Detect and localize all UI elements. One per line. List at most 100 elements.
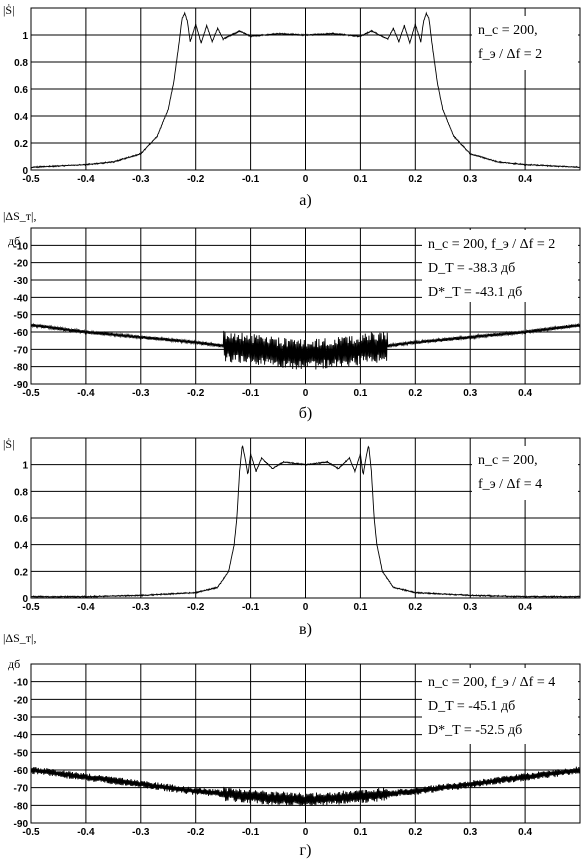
data-point	[278, 352, 279, 353]
data-point	[31, 596, 32, 597]
data-point	[437, 82, 438, 83]
data-point	[31, 167, 32, 168]
y-axis-label: |ΔS_т|,	[3, 631, 36, 645]
data-point	[525, 164, 526, 165]
data-point	[256, 471, 257, 472]
x-tick-label: 0	[303, 174, 309, 185]
x-tick-label: -0.4	[77, 602, 95, 613]
data-point	[85, 332, 86, 333]
data-point	[332, 798, 333, 799]
x-tick-label: 0	[303, 388, 309, 399]
x-tick-label: 0.1	[353, 602, 367, 613]
y-tick-label: 0.6	[14, 514, 28, 525]
y-tick-label: -30	[14, 276, 29, 287]
y-tick-label: 0.4	[14, 112, 28, 123]
y-tick-label: 1	[22, 31, 28, 42]
data-point	[184, 13, 185, 14]
y-axis-label: |Ṡ|	[3, 436, 14, 451]
data-point	[415, 791, 416, 792]
data-point	[140, 784, 141, 785]
data-point	[525, 777, 526, 778]
data-point	[173, 82, 174, 83]
data-point	[525, 596, 526, 597]
data-point	[261, 458, 262, 459]
data-point	[409, 43, 410, 44]
panel-caption: б)	[299, 405, 312, 422]
annotation-line: n_с = 200, f_э / Δf = 2	[428, 237, 555, 252]
data-point	[398, 41, 399, 42]
data-point	[580, 325, 581, 326]
y-tick-label: -80	[14, 801, 29, 812]
x-tick-label: 0.3	[463, 827, 477, 838]
x-tick-label: -0.1	[242, 174, 260, 185]
data-point	[58, 165, 59, 166]
annotation-line: n_с = 200, f_э / Δf = 4	[428, 675, 555, 690]
data-point	[250, 454, 251, 455]
x-tick-label: 0.2	[408, 388, 422, 399]
x-tick-label: 0.1	[353, 174, 367, 185]
data-point	[242, 444, 243, 445]
panel-caption: в)	[299, 621, 312, 638]
x-tick-label: -0.2	[187, 827, 205, 838]
data-point	[179, 41, 180, 42]
chart-panel-g: -0.5 -0.4 -0.3 -0.2 -0.1 0 0.1 0.2 0.3 0.4 -10 -20 -…	[3, 631, 581, 859]
data-point	[393, 28, 394, 29]
data-point	[470, 337, 471, 338]
annotation-box	[422, 668, 578, 744]
x-tick-label: 0.2	[408, 827, 422, 838]
chart-panel-b: -0.5 -0.4 -0.3 -0.2 -0.1 0 0.1 0.2 0.3 0.4 -10 -20 -…	[3, 209, 581, 422]
data-point	[332, 352, 333, 353]
x-tick-label: -0.3	[132, 388, 150, 399]
x-tick-label: 0.2	[408, 174, 422, 185]
data-point	[429, 18, 430, 19]
annotation-line: f_э / Δf = 4	[478, 477, 542, 492]
data-point	[360, 454, 361, 455]
panel-caption: г)	[300, 842, 312, 859]
y-tick-label: 0.2	[14, 139, 28, 150]
y-tick-label: 1	[22, 461, 28, 472]
y-tick-label: -10	[14, 678, 29, 689]
data-point	[580, 770, 581, 771]
data-point	[327, 462, 328, 463]
data-point	[360, 36, 361, 37]
x-tick-label: 0.3	[463, 174, 477, 185]
data-point	[85, 777, 86, 778]
plot-frame	[30, 663, 581, 824]
data-point	[195, 342, 196, 343]
y-tick-label: -10	[14, 241, 29, 252]
data-point	[247, 475, 248, 476]
y-tick-label: -60	[14, 328, 29, 339]
x-tick-label: 0	[303, 827, 309, 838]
x-tick-label: 0.1	[353, 827, 367, 838]
data-point	[206, 25, 207, 26]
data-point	[305, 464, 306, 465]
data-point	[228, 571, 229, 572]
x-tick-label: -0.2	[187, 602, 205, 613]
data-point	[415, 342, 416, 343]
data-point	[363, 475, 364, 476]
data-point	[305, 35, 306, 36]
plot-frame	[30, 437, 581, 599]
x-tick-label: -0.1	[242, 388, 260, 399]
data-point	[272, 468, 273, 469]
y-tick-label: -50	[14, 311, 29, 322]
y-axis-unit: дб	[8, 657, 20, 671]
data-point	[382, 571, 383, 572]
y-tick-label: 0.6	[14, 85, 28, 96]
annotation-box	[472, 16, 578, 70]
data-point	[31, 770, 32, 771]
x-tick-label: 0.4	[518, 827, 532, 838]
data-point	[423, 21, 424, 22]
annotation-line: f_э / Δf = 2	[478, 47, 542, 62]
y-tick-label: -40	[14, 731, 29, 742]
y-tick-label: -60	[14, 766, 29, 777]
data-point	[360, 796, 361, 797]
plot-frame	[30, 7, 581, 171]
data-point	[376, 544, 377, 545]
data-point	[305, 354, 306, 355]
data-point	[332, 33, 333, 34]
y-tick-label: 0.8	[14, 58, 28, 69]
data-point	[278, 798, 279, 799]
y-tick-label: -70	[14, 345, 29, 356]
